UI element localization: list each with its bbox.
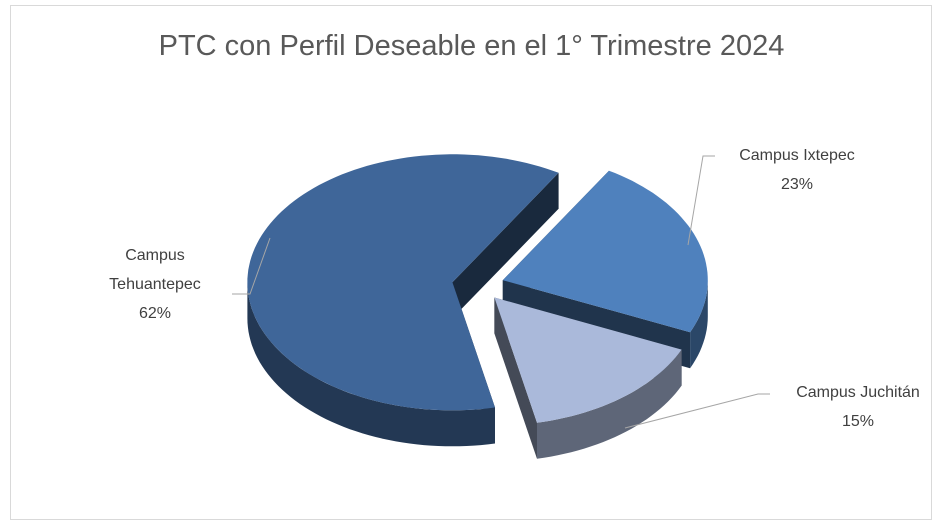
leader-line (624, 393, 770, 429)
category-label: Campus Ixtepec (739, 147, 855, 164)
category-label: Campus Juchitán (796, 384, 920, 401)
chart-title: PTC con Perfil Deseable en el 1° Trimest… (158, 30, 785, 62)
slice (247, 154, 559, 411)
pie (247, 154, 708, 459)
slice-side (452, 172, 559, 319)
data-label: Campus Juchitán 15% (768, 378, 943, 436)
leader-line (687, 155, 715, 246)
value-label: 23% (780, 176, 814, 193)
slice-edge (247, 282, 495, 447)
slice-edge (537, 349, 682, 459)
data-label: Campus Ixtepec 23% (712, 141, 882, 199)
data-label: Campus Tehuantepec 62% (100, 241, 210, 328)
leader-line (232, 237, 271, 295)
slice-side (494, 297, 537, 459)
slice-edge (690, 280, 708, 369)
value-label: 15% (841, 413, 875, 430)
value-label: 62% (138, 305, 172, 322)
slice (502, 170, 708, 333)
slice (494, 297, 682, 423)
category-label: Campus Tehuantepec (109, 247, 201, 293)
